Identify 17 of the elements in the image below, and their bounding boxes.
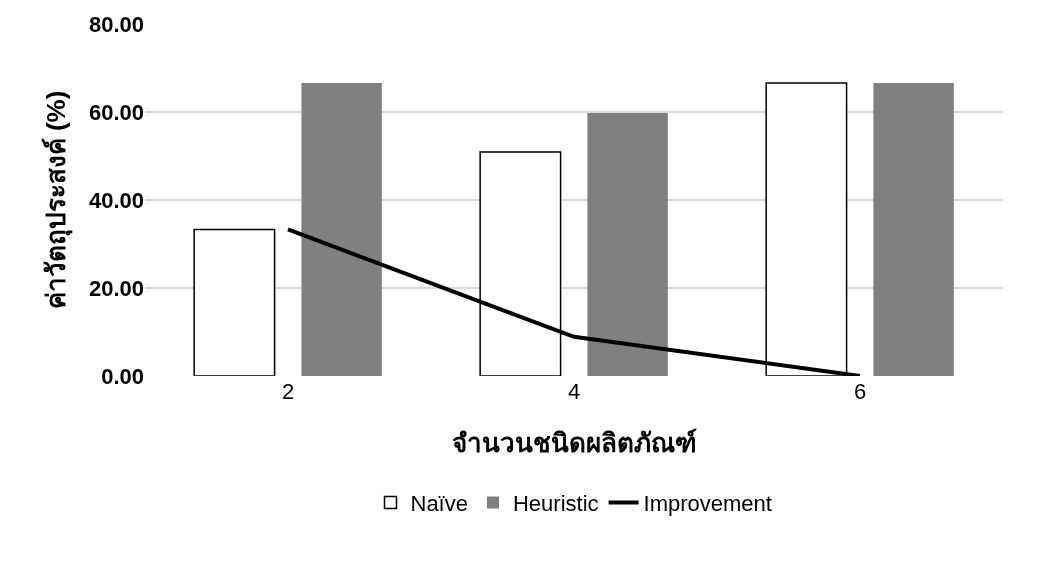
bar [873, 82, 954, 376]
y-tick-label: 80.00 [88, 11, 144, 37]
y-axis-title: ค่าวัตถุประสงค์ (%) [41, 90, 74, 310]
x-tick-label: 2 [281, 379, 295, 404]
legend-label: Heuristic [512, 490, 599, 516]
x-tick-label: 4 [567, 379, 581, 404]
bar [301, 82, 382, 376]
legend-label: Improvement [643, 490, 772, 516]
y-tick-label: 20.00 [88, 275, 144, 301]
bar [587, 112, 668, 376]
y-tick-label: 0.00 [101, 363, 144, 389]
y-tick-label: 60.00 [88, 99, 144, 125]
bar [193, 228, 276, 376]
x-axis-title: จำนวนชนิดผลิตภัณฑ์ [451, 427, 697, 458]
y-tick-label: 40.00 [88, 187, 144, 213]
x-tick-label: 6 [853, 379, 867, 404]
legend-label: Naïve [410, 490, 468, 516]
